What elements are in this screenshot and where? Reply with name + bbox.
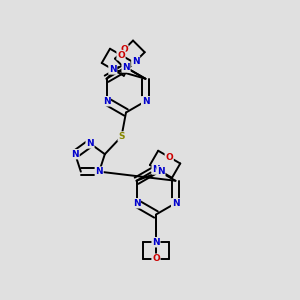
- Text: O: O: [117, 51, 125, 60]
- Text: N: N: [86, 139, 94, 148]
- Text: N: N: [103, 97, 110, 106]
- Text: N: N: [142, 97, 149, 106]
- Text: O: O: [120, 45, 128, 54]
- Text: N: N: [157, 167, 165, 176]
- Text: N: N: [71, 150, 79, 159]
- Text: N: N: [109, 65, 117, 74]
- Text: N: N: [172, 199, 179, 208]
- Text: N: N: [122, 63, 130, 72]
- Text: N: N: [152, 238, 160, 247]
- Text: N: N: [132, 57, 140, 66]
- Text: N: N: [95, 167, 103, 176]
- Text: O: O: [152, 254, 160, 263]
- Text: O: O: [165, 153, 173, 162]
- Text: S: S: [118, 132, 125, 141]
- Text: N: N: [133, 199, 140, 208]
- Text: N: N: [152, 165, 160, 174]
